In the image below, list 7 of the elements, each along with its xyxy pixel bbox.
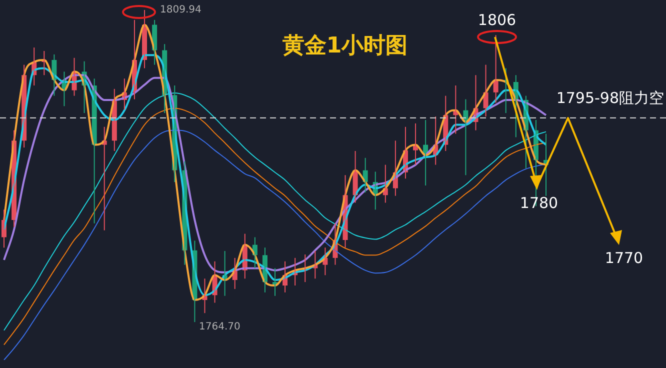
annotation: 1780 [520,194,558,212]
annotation: 1764.70 [199,322,240,333]
ref-line-label: 1795-98阻力空 [556,88,664,107]
annotation: 1809.94 [160,4,202,16]
annotation: 1806 [478,10,516,29]
text: 1770 [604,248,644,267]
text: 黄金1小时图 [281,34,408,59]
